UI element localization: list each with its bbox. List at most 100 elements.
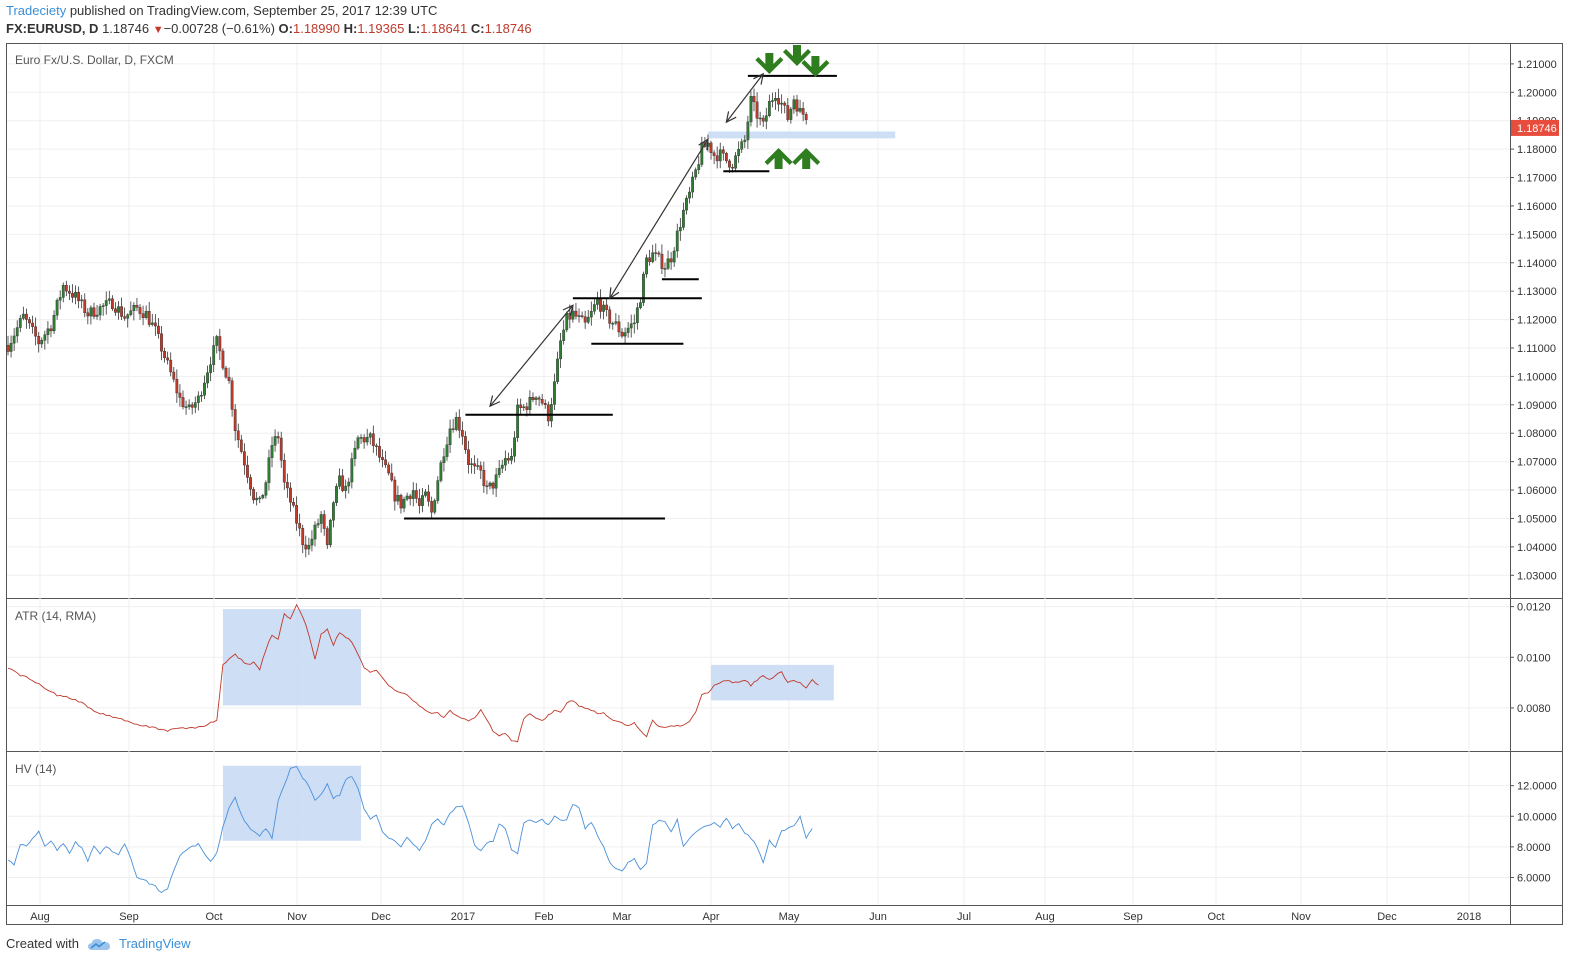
candle-body <box>74 292 77 298</box>
atr-pane[interactable]: 0.0080 0.0100 0.0120 <box>7 602 1551 743</box>
candle-body <box>589 311 593 318</box>
price-y-tick-label: 1.05000 <box>1517 513 1557 525</box>
candle-body <box>605 304 609 310</box>
candle-body <box>457 416 461 431</box>
time-axis[interactable]: Aug Sep Oct Nov Dec 2017 Feb Mar Apr May Jun Jul Aug… <box>30 911 1481 923</box>
candle-body <box>55 299 59 316</box>
candle-body <box>249 477 252 490</box>
atr-y-tick-label: 0.0080 <box>1517 703 1551 715</box>
candle-body <box>470 463 473 465</box>
candle-body <box>236 430 240 441</box>
candle-body <box>104 300 108 306</box>
down-arrow-icon <box>782 45 811 66</box>
candle-body <box>519 404 523 408</box>
candle-body <box>12 335 16 344</box>
candle-body <box>368 433 372 438</box>
candle-body <box>780 102 784 105</box>
candle-body <box>629 323 633 329</box>
candle-body <box>783 102 787 106</box>
candle-body <box>752 96 756 103</box>
x-tick-label: Jul <box>957 911 971 923</box>
atr-highlight-zone <box>222 609 362 706</box>
candle-body <box>328 519 332 546</box>
candle-body <box>801 108 805 115</box>
candle-body <box>335 486 338 503</box>
candle-body <box>381 457 384 460</box>
candle-body <box>344 485 348 491</box>
candle-body <box>356 437 360 449</box>
candle-body <box>276 436 280 439</box>
arrow-head-icon <box>562 304 574 317</box>
tradingview-link[interactable]: TradingView <box>118 936 191 951</box>
candle-body <box>792 99 796 110</box>
candle-body <box>580 315 584 317</box>
candle-body <box>583 316 587 323</box>
candle-body <box>319 514 323 524</box>
x-tick-label: Dec <box>371 911 391 923</box>
up-arrow-icon <box>792 148 821 169</box>
candle-body <box>233 409 237 432</box>
candle-body <box>678 227 682 232</box>
candle-body <box>639 302 642 308</box>
candle-body <box>408 495 412 499</box>
hv-y-tick-label: 6.0000 <box>1517 872 1551 884</box>
candle-body <box>396 495 400 502</box>
hv-pane[interactable]: 6.0000 8.0000 10.0000 12.0000 <box>7 765 1557 894</box>
x-tick-label: Sep <box>119 911 139 923</box>
candle-body <box>289 487 292 503</box>
price-y-tick-label: 1.17000 <box>1517 173 1557 185</box>
author-link[interactable]: Tradeciety <box>6 3 67 18</box>
candle-body <box>697 164 701 170</box>
candle-body <box>549 404 553 422</box>
candle-body <box>9 342 13 352</box>
candle-body <box>218 336 222 352</box>
candle-body <box>341 475 345 491</box>
candle-body <box>67 290 71 294</box>
candle-body <box>694 169 698 178</box>
candle-body <box>25 313 28 320</box>
candle-body <box>393 479 397 502</box>
hv-y-tick-label: 10.0000 <box>1517 811 1557 823</box>
candle-body <box>230 380 234 410</box>
candle-body <box>721 149 725 154</box>
candle-body <box>473 463 477 467</box>
candle-body <box>685 197 688 211</box>
candle-body <box>31 322 34 327</box>
candle-body <box>571 310 575 320</box>
open-label: O: <box>278 21 293 36</box>
candle-body <box>200 395 203 397</box>
atr-pane-title: ATR (14, RMA) <box>15 609 96 623</box>
candle-body <box>417 498 421 506</box>
candle-body <box>322 514 326 529</box>
candle-body <box>758 117 762 120</box>
candle-body <box>718 149 722 162</box>
candle-body <box>497 468 501 475</box>
candle-body <box>626 327 630 333</box>
candle-body <box>58 297 62 301</box>
candle-body <box>135 305 139 308</box>
candle-body <box>52 315 56 332</box>
price-pane[interactable]: 1.03000 1.04000 1.05000 1.06000 1.07000 1.080… <box>6 45 1559 582</box>
price-y-tick-label: 1.20000 <box>1517 87 1557 99</box>
candle-body <box>399 495 403 509</box>
candle-body <box>617 321 621 333</box>
candle-body <box>163 351 166 359</box>
high-label: H: <box>343 21 358 36</box>
candle-body <box>522 406 526 408</box>
candle-body <box>430 501 434 513</box>
candle-body <box>507 458 510 461</box>
x-tick-label: May <box>779 911 800 923</box>
candle-body <box>28 319 31 324</box>
candle-body <box>267 457 271 483</box>
candle-body <box>362 437 366 443</box>
candle-body <box>433 500 437 513</box>
candle-body <box>540 399 544 404</box>
candle-body <box>531 396 535 400</box>
down-arrow-icon <box>755 53 784 74</box>
x-tick-label: Aug <box>30 911 50 923</box>
candle-body <box>577 315 581 317</box>
price-y-tick-label: 1.07000 <box>1517 457 1557 469</box>
candle-body <box>350 458 354 483</box>
candle-body <box>375 445 378 447</box>
